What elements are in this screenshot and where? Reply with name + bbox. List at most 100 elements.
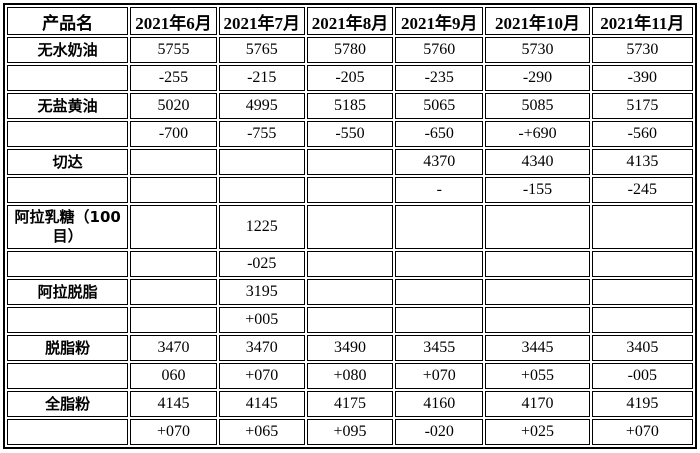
product-name-cell bbox=[7, 251, 129, 277]
delta-cell bbox=[130, 177, 217, 203]
table-row: 阿拉乳糖（100目） 1225 bbox=[7, 205, 693, 249]
product-name-cell bbox=[7, 177, 129, 203]
table-row: 脱脂粉 3470 3470 3490 3455 3445 3405 bbox=[7, 335, 693, 361]
price-cell: 4135 bbox=[591, 149, 693, 175]
table-row: - -155 -245 bbox=[7, 177, 693, 203]
price-cell: 3405 bbox=[591, 335, 693, 361]
price-cell: 4160 bbox=[395, 391, 484, 417]
price-cell: 4195 bbox=[591, 391, 693, 417]
delta-cell: +065 bbox=[218, 419, 305, 445]
delta-cell: -215 bbox=[218, 65, 305, 91]
delta-cell: +095 bbox=[306, 419, 394, 445]
price-cell: 5185 bbox=[306, 93, 394, 119]
price-cell bbox=[591, 279, 693, 305]
price-cell: 5175 bbox=[591, 93, 693, 119]
product-name-cell bbox=[7, 363, 129, 389]
price-table: 产品名 2021年6月 2021年7月 2021年8月 2021年9月 2021… bbox=[3, 3, 697, 449]
delta-cell bbox=[395, 307, 484, 333]
price-cell: 3490 bbox=[306, 335, 394, 361]
delta-cell: -700 bbox=[130, 121, 217, 147]
delta-cell: -245 bbox=[591, 177, 693, 203]
delta-cell: +070 bbox=[130, 419, 217, 445]
delta-cell: +070 bbox=[591, 419, 693, 445]
price-cell bbox=[130, 205, 217, 249]
delta-cell: -390 bbox=[591, 65, 693, 91]
delta-cell: -205 bbox=[306, 65, 394, 91]
delta-cell: -235 bbox=[395, 65, 484, 91]
price-cell: 5085 bbox=[485, 93, 590, 119]
table-row: 阿拉脱脂 3195 bbox=[7, 279, 693, 305]
delta-cell: +055 bbox=[485, 363, 590, 389]
price-cell: 4145 bbox=[130, 391, 217, 417]
delta-cell bbox=[306, 307, 394, 333]
product-name-cell bbox=[7, 121, 129, 147]
price-cell bbox=[130, 279, 217, 305]
delta-cell bbox=[306, 177, 394, 203]
product-name-cell: 脱脂粉 bbox=[7, 335, 129, 361]
product-name-cell: 阿拉脱脂 bbox=[7, 279, 129, 305]
delta-cell: -550 bbox=[306, 121, 394, 147]
delta-cell bbox=[591, 307, 693, 333]
delta-cell: - bbox=[395, 177, 484, 203]
column-header-month: 2021年8月 bbox=[306, 7, 394, 35]
delta-cell bbox=[218, 177, 305, 203]
table-row: 无盐黄油 5020 4995 5185 5065 5085 5175 bbox=[7, 93, 693, 119]
product-name-cell bbox=[7, 419, 129, 445]
price-cell bbox=[395, 205, 484, 249]
delta-cell: -025 bbox=[218, 251, 305, 277]
table-row: -700 -755 -550 -650 -+690 -560 bbox=[7, 121, 693, 147]
delta-cell bbox=[591, 251, 693, 277]
column-header-month: 2021年7月 bbox=[218, 7, 305, 35]
price-cell bbox=[485, 279, 590, 305]
price-cell: 4340 bbox=[485, 149, 590, 175]
delta-cell: +070 bbox=[218, 363, 305, 389]
product-name-cell: 全脂粉 bbox=[7, 391, 129, 417]
price-cell: 5065 bbox=[395, 93, 484, 119]
delta-cell bbox=[485, 307, 590, 333]
product-name-cell: 阿拉乳糖（100目） bbox=[7, 205, 129, 249]
delta-cell: -650 bbox=[395, 121, 484, 147]
table-row: 无水奶油 5755 5765 5780 5760 5730 5730 bbox=[7, 37, 693, 63]
delta-cell: -755 bbox=[218, 121, 305, 147]
price-cell: 5780 bbox=[306, 37, 394, 63]
price-cell: 1225 bbox=[218, 205, 305, 249]
price-cell: 3470 bbox=[218, 335, 305, 361]
delta-cell bbox=[395, 251, 484, 277]
price-cell: 5755 bbox=[130, 37, 217, 63]
column-header-month: 2021年11月 bbox=[591, 7, 693, 35]
product-name-cell: 无盐黄油 bbox=[7, 93, 129, 119]
table-row: 全脂粉 4145 4145 4175 4160 4170 4195 bbox=[7, 391, 693, 417]
price-cell: 5765 bbox=[218, 37, 305, 63]
price-cell bbox=[591, 205, 693, 249]
price-cell bbox=[306, 149, 394, 175]
delta-cell: +070 bbox=[395, 363, 484, 389]
delta-cell: +005 bbox=[218, 307, 305, 333]
price-cell: 4145 bbox=[218, 391, 305, 417]
product-name-cell: 切达 bbox=[7, 149, 129, 175]
delta-cell bbox=[130, 307, 217, 333]
delta-cell bbox=[306, 251, 394, 277]
delta-cell: -155 bbox=[485, 177, 590, 203]
price-cell bbox=[218, 149, 305, 175]
product-name-cell: 无水奶油 bbox=[7, 37, 129, 63]
delta-cell: 060 bbox=[130, 363, 217, 389]
price-cell: 5730 bbox=[591, 37, 693, 63]
column-header-product: 产品名 bbox=[7, 7, 129, 35]
table-row: -255 -215 -205 -235 -290 -390 bbox=[7, 65, 693, 91]
price-cell: 3455 bbox=[395, 335, 484, 361]
delta-cell bbox=[130, 251, 217, 277]
delta-cell: -+690 bbox=[485, 121, 590, 147]
product-name-cell bbox=[7, 65, 129, 91]
table-row: 060 +070 +080 +070 +055 -005 bbox=[7, 363, 693, 389]
delta-cell: +080 bbox=[306, 363, 394, 389]
column-header-month: 2021年10月 bbox=[485, 7, 590, 35]
price-cell: 3470 bbox=[130, 335, 217, 361]
price-cell: 4370 bbox=[395, 149, 484, 175]
price-cell: 4175 bbox=[306, 391, 394, 417]
delta-cell bbox=[485, 251, 590, 277]
delta-cell: -290 bbox=[485, 65, 590, 91]
price-cell: 4995 bbox=[218, 93, 305, 119]
delta-cell: -255 bbox=[130, 65, 217, 91]
price-cell: 3445 bbox=[485, 335, 590, 361]
